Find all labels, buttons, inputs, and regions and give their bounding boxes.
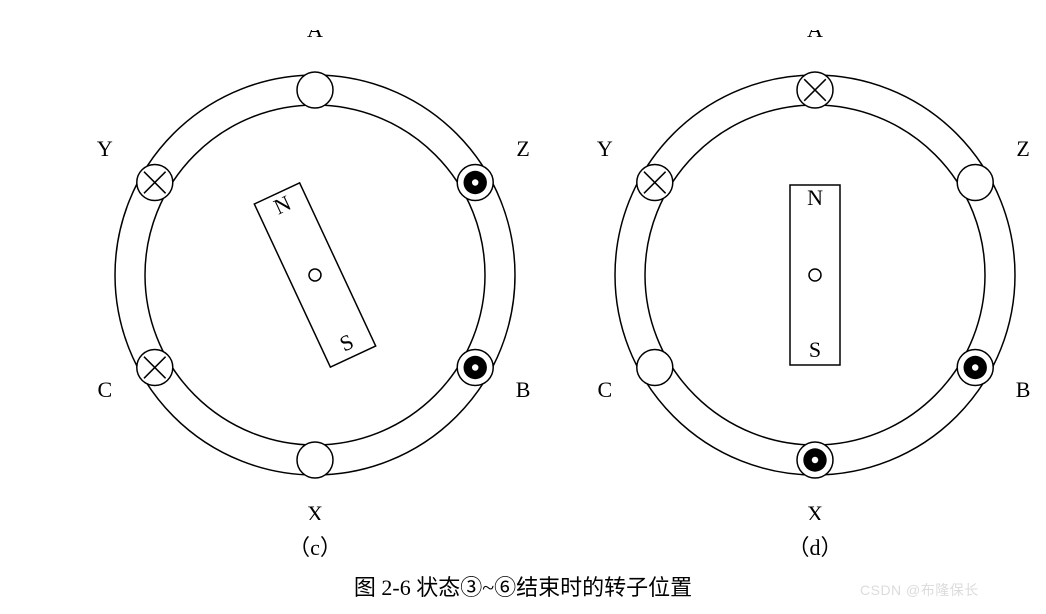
slot-label-b: B [1016, 377, 1031, 402]
slot-label-z: Z [516, 136, 529, 161]
slot-x [297, 442, 333, 478]
slot-z [957, 165, 993, 201]
sub-label-c: （c） [70, 530, 560, 562]
slot-label-c: C [598, 377, 613, 402]
slot-label-z: Z [1016, 136, 1029, 161]
slot-label-a: A [307, 30, 323, 42]
motor-diagram-d: N S A Z B X C Y [570, 30, 1046, 525]
slot-label-b: B [516, 377, 531, 402]
rotor-n-label: N [807, 185, 823, 210]
slot-a [297, 72, 333, 108]
slot-z [457, 165, 493, 201]
slot-label-y: Y [597, 136, 613, 161]
slot-y [637, 165, 673, 201]
slot-c [637, 350, 673, 386]
slot-label-a: A [807, 30, 823, 42]
slot-y [137, 165, 173, 201]
slot-label-y: Y [97, 136, 113, 161]
motor-diagram-c: NSAZBXCY [70, 30, 560, 525]
slot-a [797, 72, 833, 108]
watermark-text: CSDN @布隆保长 [860, 580, 979, 600]
slot-label-c: C [98, 377, 113, 402]
slot-label-x: X [807, 501, 823, 520]
slot-x [797, 442, 833, 478]
slot-label-x: X [307, 501, 323, 520]
slot-b [457, 350, 493, 386]
sub-label-d: （d） [570, 530, 1046, 562]
rotor-s-label: S [809, 337, 821, 362]
slot-b [957, 350, 993, 386]
slot-c [137, 350, 173, 386]
